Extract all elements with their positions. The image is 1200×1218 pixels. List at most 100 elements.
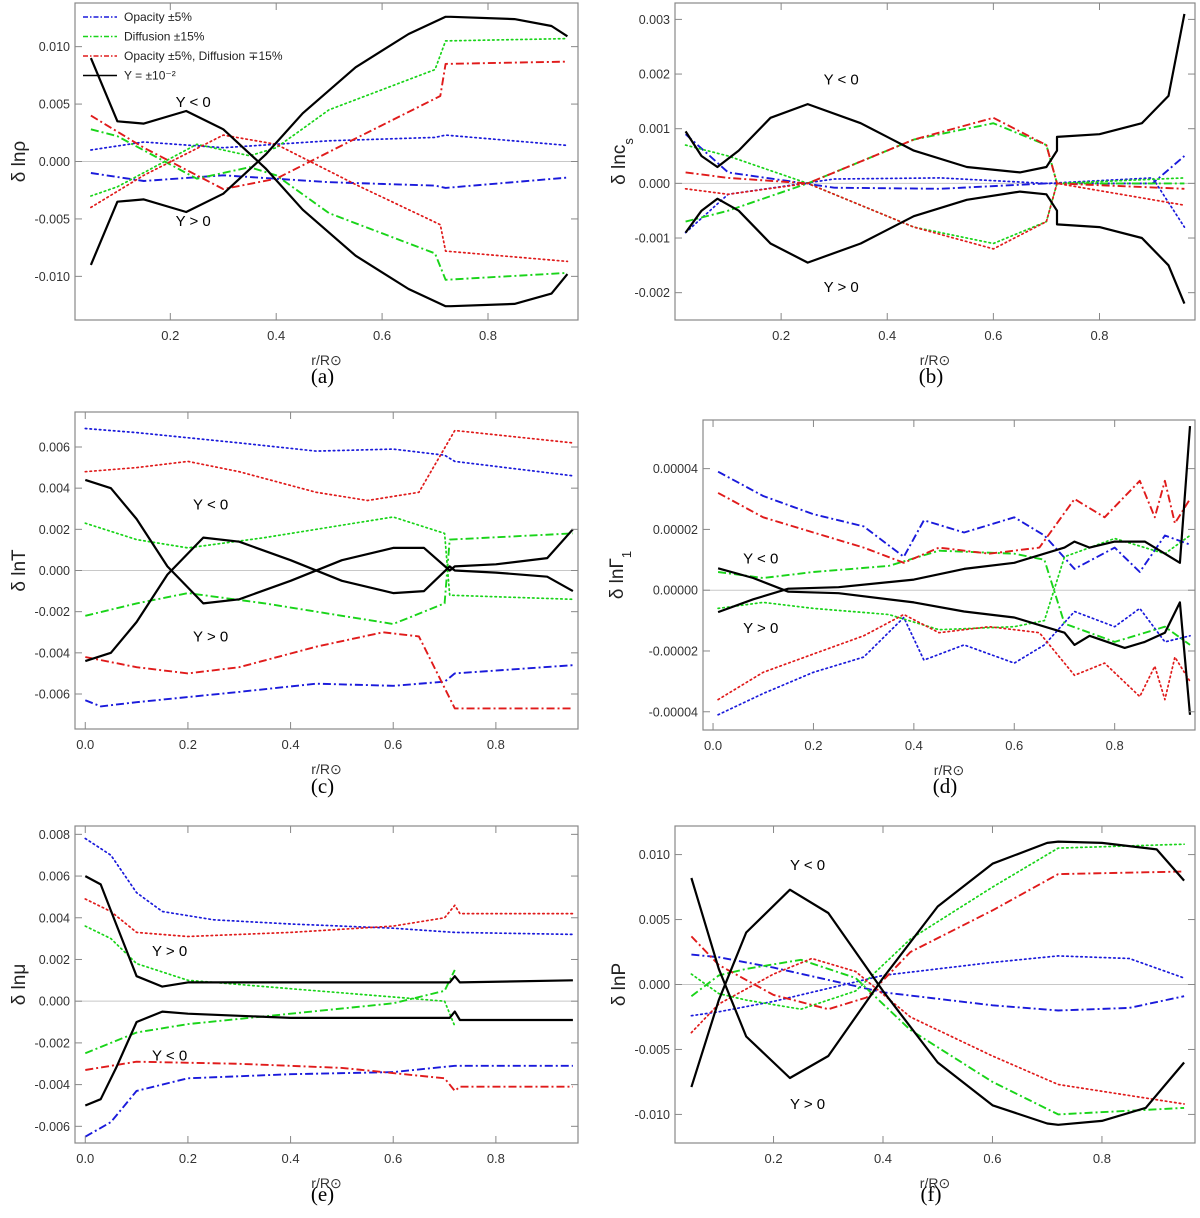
- y-tick-label: 0.005: [639, 913, 670, 927]
- panel-caption: (d): [933, 774, 958, 798]
- panel-caption: (c): [311, 774, 334, 798]
- series-line-black-solid: [717, 426, 1192, 614]
- x-tick-label: 0.0: [76, 1151, 94, 1166]
- x-tick-label: 0.2: [179, 737, 197, 752]
- series-line-red-dotted: [717, 613, 1191, 701]
- y-tick-label: -0.00004: [649, 705, 698, 719]
- series-line-red-dotted: [84, 898, 574, 938]
- y-tick-label: 0.006: [39, 870, 70, 884]
- y-tick-label: 0.00000: [653, 584, 698, 598]
- series-line-blue-dotted: [90, 134, 569, 151]
- series-line-black-solid: [84, 875, 573, 988]
- plot-frame: [674, 2, 1196, 321]
- y-tick-label: 0.002: [639, 68, 670, 82]
- y-axis-label-subscript: 1: [619, 551, 634, 558]
- x-tick-label: 0.8: [1106, 738, 1124, 753]
- panel-caption: (f): [921, 1182, 942, 1206]
- annotation-label: Y > 0: [790, 1096, 825, 1113]
- x-tick-label: 0.6: [984, 328, 1002, 343]
- y-axis-label-subscript: s: [621, 138, 636, 145]
- y-tick-label: -0.002: [35, 1036, 70, 1050]
- x-tick-label: 0.0: [704, 738, 722, 753]
- y-axis-label: δ lnρ: [9, 141, 30, 183]
- y-tick-label: 0.000: [39, 995, 70, 1009]
- x-tick-label: 0.6: [384, 737, 402, 752]
- series-line-black-solid: [690, 840, 1185, 1080]
- y-tick-label: 0.008: [39, 828, 70, 842]
- series-line-green-dashdot: [690, 958, 1185, 1116]
- y-tick-label: -0.004: [35, 646, 70, 660]
- x-tick-label: 0.6: [983, 1151, 1001, 1166]
- panel-f: 0.2 0.4 0.6 0.8 -0.010 -0.005 0.000 0.005 0.010 Y…: [609, 825, 1196, 1206]
- series-line-red-dashdot: [85, 1060, 573, 1092]
- y-axis-label: δ lnμ: [9, 964, 30, 1006]
- series-line-red-dotted: [84, 429, 574, 502]
- x-tick-label: 0.0: [76, 737, 94, 752]
- annotation-label: Y > 0: [152, 943, 187, 960]
- plot-frame: [702, 419, 1196, 731]
- y-tick-label: 0.000: [639, 177, 670, 191]
- series-line-blue-dashdot: [691, 953, 1185, 1012]
- y-axis-label: δ lnP: [609, 963, 630, 1006]
- series-line-red-dotted: [684, 182, 1186, 250]
- x-axis-label: r/R⊙: [934, 762, 964, 778]
- x-tick-label: 0.8: [479, 328, 497, 343]
- x-tick-label: 0.4: [282, 1151, 300, 1166]
- series-line-blue-dashdot: [90, 172, 568, 189]
- y-tick-label: 0.000: [39, 155, 70, 169]
- y-tick-label: -0.005: [635, 1043, 670, 1057]
- y-tick-label: 0.00004: [653, 462, 698, 476]
- x-tick-label: 0.6: [373, 328, 391, 343]
- series-line-green-dotted: [90, 37, 569, 197]
- annotation-label: Y > 0: [824, 279, 859, 296]
- x-axis-label: r/R⊙: [920, 352, 950, 368]
- x-tick-label: 0.4: [267, 328, 285, 343]
- y-tick-label: -0.006: [35, 1120, 70, 1134]
- series-line-black-solid: [84, 536, 574, 663]
- x-axis-label: r/R⊙: [311, 1175, 341, 1191]
- series-line-red-dotted: [690, 957, 1185, 1105]
- series-line-red-dashdot: [85, 631, 573, 710]
- annotation-label: Y < 0: [176, 94, 211, 111]
- y-tick-label: 0.002: [39, 523, 70, 537]
- series-line-blue-dotted: [717, 607, 1191, 716]
- x-tick-label: 0.2: [772, 328, 790, 343]
- legend-label: Opacity ±5%: [124, 10, 192, 24]
- series-line-red-dashdot: [685, 116, 1185, 190]
- annotation-label: Y < 0: [743, 550, 778, 567]
- x-tick-label: 0.2: [161, 328, 179, 343]
- series-line-green-dotted: [717, 534, 1191, 631]
- series-line-green-dashdot: [84, 969, 456, 1055]
- series-line-red-dashdot: [90, 60, 568, 191]
- y-tick-label: 0.004: [39, 911, 70, 925]
- x-axis-label: r/R⊙: [920, 1175, 950, 1191]
- y-tick-label: -0.005: [35, 212, 70, 226]
- series-line-red-dotted: [90, 134, 569, 263]
- annotation-label: Y > 0: [176, 213, 211, 230]
- y-tick-label: 0.003: [639, 13, 670, 27]
- x-tick-label: 0.6: [1005, 738, 1023, 753]
- y-axis-label: δ lnΓ1: [607, 551, 634, 599]
- series-line-black-solid: [84, 478, 574, 605]
- legend-label: Opacity ±5%, Diffusion ∓15%: [124, 49, 283, 63]
- x-axis-label: r/R⊙: [311, 352, 341, 368]
- series-line-black-solid: [684, 190, 1186, 305]
- series-line-black-solid: [690, 888, 1185, 1126]
- x-tick-label: 0.2: [804, 738, 822, 753]
- panel-e: 0.0 0.2 0.4 0.6 0.8 -0.006 -0.004 -0.002 0.000 0.…: [9, 825, 579, 1206]
- y-tick-label: 0.006: [39, 440, 70, 454]
- y-tick-label: 0.001: [639, 122, 670, 136]
- annotation-label: Y < 0: [152, 1047, 187, 1064]
- panel-c: 0.0 0.2 0.4 0.6 0.8 -0.006 -0.004 -0.002 0.000 0.…: [9, 411, 579, 798]
- series-line-blue-dashdot: [717, 470, 1191, 573]
- series-line-green-dotted: [690, 843, 1185, 1011]
- series-line-blue-dotted: [690, 955, 1185, 1017]
- annotation-label: Y > 0: [193, 628, 228, 645]
- series-line-red-dashdot: [690, 870, 1185, 1011]
- y-tick-label: 0.000: [39, 564, 70, 578]
- panel-caption: (b): [919, 364, 944, 388]
- annotation-label: Y < 0: [824, 72, 859, 89]
- panel-caption: (a): [311, 364, 334, 388]
- annotation-label: Y < 0: [790, 857, 825, 874]
